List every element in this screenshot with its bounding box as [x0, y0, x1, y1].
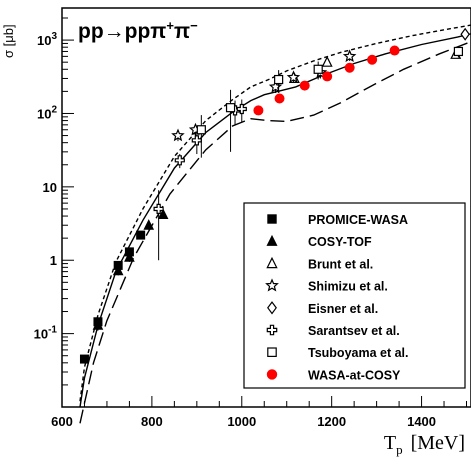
legend-marker-tsuboyama-et-al — [267, 347, 277, 357]
data-point — [286, 70, 301, 84]
data-point — [92, 319, 104, 330]
legend-marker-brunt-et-al — [266, 256, 278, 269]
data-point — [253, 105, 264, 116]
plot-frame — [61, 7, 471, 408]
data-point — [79, 354, 89, 364]
data-point — [153, 203, 164, 214]
legend-label-wasa-at-cosy: WASA-at-COSY — [308, 368, 401, 382]
y-tick-label: 10-1 — [34, 325, 58, 342]
legend-box — [243, 202, 466, 389]
data-point — [157, 208, 169, 220]
data-point — [342, 49, 357, 63]
y-tick-label: 1 — [50, 253, 57, 268]
data-point — [174, 155, 185, 166]
legend-marker-wasa-at-cosy — [266, 369, 278, 380]
series-sarantsev-et-al — [153, 99, 247, 261]
data-point — [196, 125, 206, 135]
x-tick-label: 1000 — [227, 414, 256, 429]
data-point — [389, 45, 400, 56]
data-point — [136, 230, 146, 240]
series-wasa-at-cosy — [253, 45, 400, 116]
data-point — [268, 79, 283, 93]
y-axis-ticks: 10-1 1 10 102 103 — [34, 17, 74, 408]
y-tick-label: 10 — [43, 180, 57, 195]
data-point — [274, 74, 284, 85]
data-point — [367, 54, 378, 65]
y-axis-title: σ [μb] — [1, 24, 16, 58]
series-cosy-tof — [92, 208, 169, 331]
legend-marker-promice-wasa — [267, 214, 277, 224]
legend-marker-cosy-tof — [266, 234, 278, 246]
legend-marker-shimizu-et-al — [265, 278, 279, 292]
data-point — [453, 46, 464, 57]
data-point — [460, 27, 470, 41]
legend-label-tsuboyama-et-al: Tsuboyama et al. — [308, 346, 409, 360]
data-point — [225, 103, 236, 113]
data-point — [191, 135, 202, 146]
legend: PROMICE-WASA COSY-TOF Brunt et al. Shimizu … — [243, 202, 466, 389]
x-tick-label: 600 — [51, 414, 73, 429]
x-axis-ticks: 600 800 1000 1200 1400 — [51, 396, 468, 429]
data-point — [322, 71, 333, 82]
x-tick-label: 1200 — [317, 414, 346, 429]
y-tick-label: 103 — [37, 31, 57, 48]
legend-marker-sarantsev-et-al — [266, 324, 278, 336]
data-point — [143, 219, 155, 230]
data-point — [124, 251, 135, 262]
x-axis-title: Tp [MeV] — [384, 432, 465, 457]
legend-label-shimizu-et-al: Shimizu et al. — [308, 280, 388, 294]
x-tick-label: 1400 — [407, 414, 436, 429]
theory-curve-long-dash — [79, 41, 471, 424]
data-point — [344, 62, 355, 73]
data-point — [112, 264, 124, 276]
legend-label-eisner-et-al: Eisner et al. — [308, 302, 378, 316]
theory-curve-dashed — [79, 24, 471, 402]
legend-label-cosy-tof: COSY-TOF — [308, 235, 372, 249]
y-tick-label: 102 — [37, 104, 57, 121]
data-points — [79, 27, 470, 364]
data-point — [321, 55, 333, 67]
legend-label-sarantsev-et-al: Sarantsev et al. — [308, 324, 400, 338]
series-tsuboyama-et-al — [196, 46, 464, 158]
data-point — [236, 103, 247, 115]
legend-marker-eisner-et-al — [267, 301, 277, 315]
data-point — [299, 80, 310, 91]
data-point — [171, 128, 185, 142]
plot-title: pp→ppπ+π− — [78, 18, 198, 43]
data-point — [313, 64, 323, 74]
series-eisner-et-al — [460, 27, 470, 41]
x-tick-label: 800 — [141, 414, 163, 429]
legend-label-promice-wasa: PROMICE-WASA — [308, 213, 408, 227]
legend-label-brunt-et-al: Brunt et al. — [308, 257, 373, 271]
data-point — [274, 93, 285, 104]
